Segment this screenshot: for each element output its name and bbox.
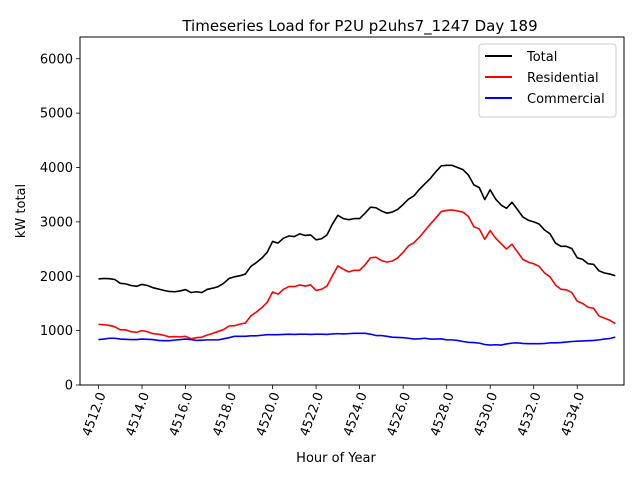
y-axis-label: kW total bbox=[14, 184, 29, 238]
legend-label-residential: Residential bbox=[527, 71, 599, 86]
y-tick-label: 6000 bbox=[40, 52, 73, 67]
legend-label-commercial: Commercial bbox=[527, 92, 605, 107]
series-layer bbox=[98, 164, 616, 346]
legend-box bbox=[478, 43, 617, 118]
y-tick-label: 5000 bbox=[40, 107, 73, 122]
chart-title: Timeseries Load for P2U p2uhs7_1247 Day … bbox=[181, 17, 537, 36]
series-line-total bbox=[98, 164, 616, 294]
series-line-commercial bbox=[98, 332, 616, 346]
axes-frame bbox=[79, 36, 625, 386]
legend: Total Residential Commercial bbox=[478, 43, 617, 118]
plot-area bbox=[79, 36, 625, 386]
x-axis-label: Hour of Year bbox=[296, 451, 376, 466]
y-tick-label: 2000 bbox=[40, 270, 73, 285]
y-tick-label: 3000 bbox=[40, 215, 73, 230]
y-tick-label: 0 bbox=[65, 379, 73, 394]
y-tick-label: 1000 bbox=[40, 324, 73, 339]
legend-label-total: Total bbox=[526, 50, 557, 65]
y-axis: 0 1000 2000 3000 4000 5000 6000 bbox=[40, 52, 80, 394]
series-line-residential bbox=[98, 209, 616, 340]
y-tick-label: 4000 bbox=[40, 161, 73, 176]
